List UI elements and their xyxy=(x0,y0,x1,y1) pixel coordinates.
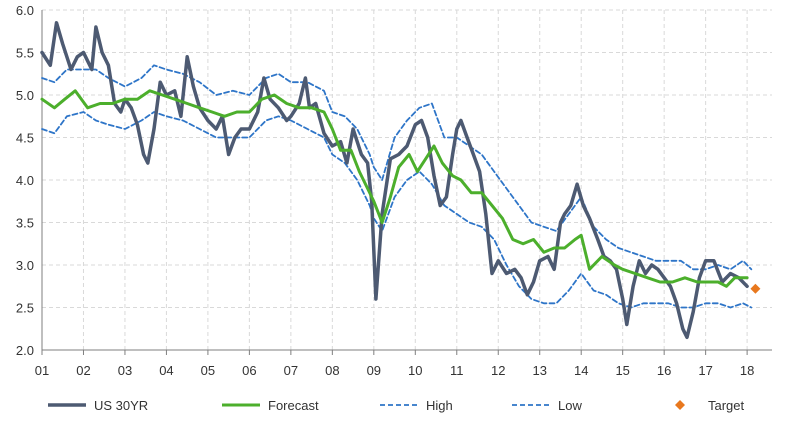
y-tick-label: 5.0 xyxy=(16,88,34,103)
y-tick-labels: 2.0 2.5 3.0 3.5 4.0 4.5 5.0 5.5 6.0 xyxy=(16,3,34,358)
series-line-us-30yr xyxy=(40,21,749,340)
legend-label: Forecast xyxy=(268,398,319,413)
legend-item-target: Target xyxy=(675,398,745,413)
x-tick-label: 16 xyxy=(657,363,671,378)
x-tick-label: 10 xyxy=(408,363,422,378)
x-tick-label: 06 xyxy=(242,363,256,378)
x-tick-label: 04 xyxy=(159,363,173,378)
x-tick-label: 15 xyxy=(615,363,629,378)
y-tick-label: 2.0 xyxy=(16,343,34,358)
legend: US 30YR Forecast High Low Target xyxy=(48,398,745,413)
legend-label: Target xyxy=(708,398,745,413)
legend-label: High xyxy=(426,398,453,413)
legend-item-us-30yr: US 30YR xyxy=(48,398,148,413)
series-line-high xyxy=(41,64,753,271)
series-lines xyxy=(40,21,761,340)
x-tick-labels: 01 02 03 04 05 06 07 08 09 10 11 12 13 14 15 16 17 18 xyxy=(35,363,755,378)
legend-item-low: Low xyxy=(512,398,582,413)
x-tick-label: 09 xyxy=(367,363,381,378)
series-line-low xyxy=(41,111,753,309)
y-tick-label: 3.5 xyxy=(16,216,34,231)
x-tick-label: 02 xyxy=(76,363,90,378)
x-tick-label: 05 xyxy=(201,363,215,378)
x-tick-label: 17 xyxy=(698,363,712,378)
y-tick-label: 5.5 xyxy=(16,46,34,61)
axes xyxy=(41,10,772,355)
x-tick-label: 07 xyxy=(284,363,298,378)
y-tick-label: 6.0 xyxy=(16,3,34,18)
series-line-forecast xyxy=(40,89,749,288)
x-tick-label: 03 xyxy=(118,363,132,378)
gridlines xyxy=(41,9,772,351)
y-tick-label: 2.5 xyxy=(16,301,34,316)
y-tick-label: 4.5 xyxy=(16,131,34,146)
x-tick-label: 08 xyxy=(325,363,339,378)
legend-item-forecast: Forecast xyxy=(222,398,319,413)
y-tick-label: 4.0 xyxy=(16,173,34,188)
y-tick-label: 3.0 xyxy=(16,258,34,273)
x-tick-label: 18 xyxy=(740,363,754,378)
x-tick-label: 12 xyxy=(491,363,505,378)
x-tick-label: 14 xyxy=(574,363,588,378)
legend-label: US 30YR xyxy=(94,398,148,413)
legend-item-high: High xyxy=(380,398,453,413)
x-tick-label: 13 xyxy=(532,363,546,378)
x-tick-label: 11 xyxy=(450,363,464,378)
legend-label: Low xyxy=(558,398,582,413)
legend-swatch xyxy=(675,400,685,410)
target-marker xyxy=(750,283,761,294)
x-tick-label: 01 xyxy=(35,363,49,378)
